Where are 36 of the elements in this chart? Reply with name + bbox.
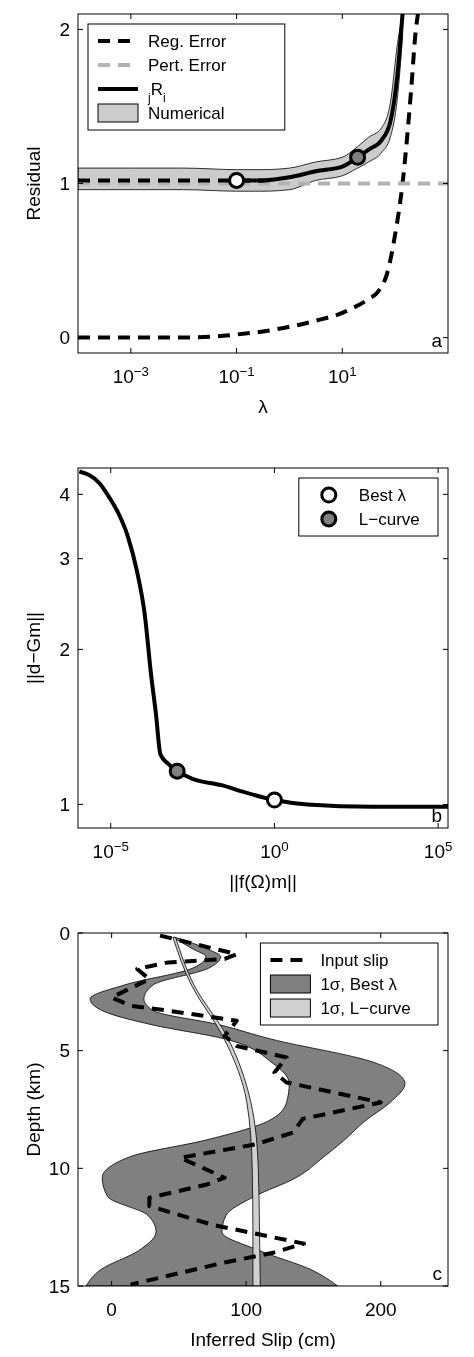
y-tick-label: 2 [59, 19, 70, 41]
x-tick-label: 0 [106, 1299, 117, 1320]
y-tick-label: 5 [59, 1040, 70, 1062]
legend-label: Pert. Error [148, 55, 227, 75]
y-tick-label: 2 [59, 639, 70, 661]
y-tick-label: 1 [59, 794, 70, 816]
y-tick-label: 4 [59, 484, 71, 505]
y-tick-label: 3 [59, 548, 70, 570]
x-tick-label: 100 [230, 1299, 263, 1320]
x-axis-title: ||f(Ω)m|| [229, 871, 297, 892]
x-tick-label: 10$^{−1}$ [218, 363, 255, 387]
x-axis-title: λ [258, 396, 269, 417]
y-tick-label: 0 [59, 922, 70, 944]
annotation: a [431, 330, 443, 351]
y-axis-title: Depth (km) [23, 1062, 44, 1157]
x-tick-label: 10$^{−3}$ [112, 363, 150, 387]
legend-label: L−curve [358, 509, 420, 529]
y-tick-label: 15 [48, 1275, 70, 1297]
legend-label: $_{j}$R$_{i}$ [147, 79, 166, 105]
annotation: c [432, 1263, 442, 1284]
x-tick-label: 10$^{0}$ [260, 838, 289, 862]
legend-label: Reg. Error [148, 31, 227, 51]
annotation: b [431, 805, 442, 826]
x-tick-label: 200 [364, 1299, 397, 1320]
y-axis-title: Residual [23, 146, 44, 221]
y-tick-label: 10 [48, 1157, 70, 1179]
x-tick-label: 10$^{5}$ [423, 838, 453, 862]
legend-label: Input slip [320, 950, 389, 970]
x-tick-label: 10$^{1}$ [328, 363, 357, 387]
y-tick-label: 1 [59, 173, 70, 195]
legend-label: Best λ [358, 485, 407, 505]
x-tick-label: 10$^{−5}$ [92, 838, 129, 862]
legend-label: 1σ, L−curve [320, 998, 411, 1018]
legend-label: 1σ, Best λ [320, 974, 398, 994]
y-axis-title: ||d−Gm|| [23, 611, 44, 685]
y-tick-label: 0 [59, 327, 70, 349]
